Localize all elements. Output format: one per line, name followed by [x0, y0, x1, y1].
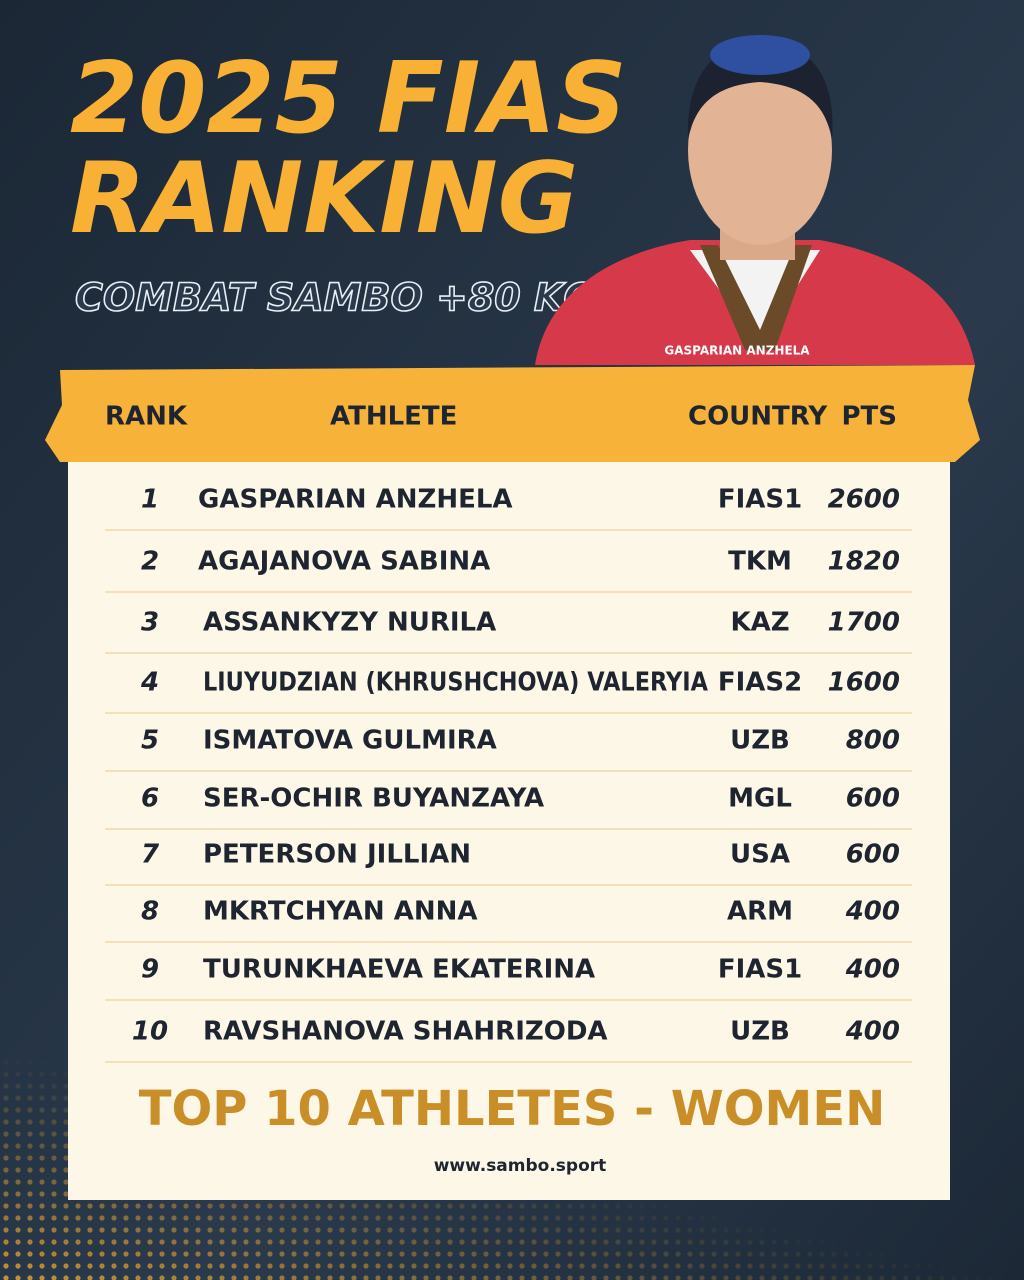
rank: 8 — [141, 897, 159, 927]
country: UZB — [730, 726, 790, 756]
photo-caption: GASPARIAN ANZHELA — [664, 344, 810, 358]
rank: 9 — [141, 955, 159, 985]
country: MGL — [728, 784, 792, 814]
athlete-name: MKRTCHYAN ANNA — [203, 897, 478, 927]
column-header: PTS — [841, 402, 897, 432]
header-banner — [45, 365, 980, 462]
country: KAZ — [730, 608, 789, 638]
athlete-name: TURUNKHAEVA EKATERINA — [203, 955, 595, 985]
website: www.sambo.sport — [434, 1156, 607, 1176]
rank: 2 — [141, 547, 159, 577]
points: 600 — [846, 784, 900, 814]
column-header: RANK — [105, 402, 188, 432]
athlete-name: ASSANKYZY NURILA — [203, 608, 496, 638]
column-header: COUNTRY — [688, 402, 828, 432]
points: 1700 — [828, 608, 900, 638]
points: 1820 — [828, 547, 900, 577]
rank: 3 — [141, 608, 159, 638]
points: 400 — [845, 1017, 900, 1047]
athlete-name: SER-OCHIR BUYANZAYA — [203, 784, 544, 814]
athlete-photo — [535, 35, 975, 365]
title: 2025 FIAS — [70, 42, 627, 156]
table-panel — [68, 455, 950, 1200]
title: RANKING — [70, 142, 578, 256]
points: 600 — [846, 840, 900, 870]
country: UZB — [730, 1017, 790, 1047]
athlete-name: AGAJANOVA SABINA — [198, 547, 490, 577]
country: FIAS1 — [718, 955, 802, 985]
country: ARM — [727, 897, 793, 927]
athlete-name: PETERSON JILLIAN — [203, 840, 471, 870]
rank: 1 — [141, 485, 159, 515]
points: 400 — [845, 955, 900, 985]
points: 400 — [845, 897, 900, 927]
points: 2600 — [828, 485, 900, 515]
column-header: ATHLETE — [330, 402, 457, 432]
points: 800 — [846, 726, 900, 756]
rank: 7 — [141, 840, 160, 870]
athlete-name: RAVSHANOVA SHAHRIZODA — [203, 1017, 608, 1047]
tagline: TOP 10 ATHLETES - WOMEN — [139, 1081, 886, 1137]
country: FIAS1 — [718, 485, 802, 515]
points: 1600 — [828, 668, 900, 698]
athlete-name: GASPARIAN ANZHELA — [198, 485, 513, 515]
rank: 10 — [132, 1017, 168, 1047]
rank: 4 — [140, 668, 159, 698]
athlete-name: LIUYUDZIAN (KHRUSHCHOVA) VALERYIA — [203, 668, 708, 698]
rank: 5 — [141, 726, 159, 756]
athlete-name: ISMATOVA GULMIRA — [203, 726, 497, 756]
country: FIAS2 — [718, 668, 802, 698]
rank: 6 — [141, 784, 159, 814]
country: TKM — [728, 547, 792, 577]
subtitle: COMBAT SAMBO +80 KG — [75, 276, 595, 320]
country: USA — [730, 840, 790, 870]
